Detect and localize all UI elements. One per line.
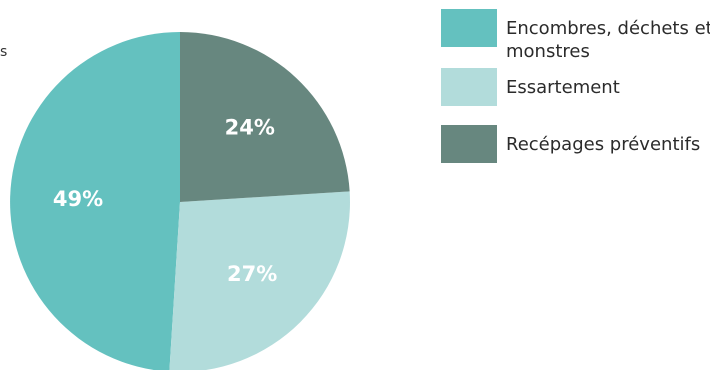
- slice-recepages: [180, 32, 350, 202]
- slice-encombres: [10, 32, 180, 370]
- legend-swatch-recepages: [441, 125, 497, 163]
- legend-label-encombres: Encombres, déchets et monstres: [506, 18, 710, 62]
- slice-label-essartement: 27%: [227, 262, 277, 286]
- slice-essartement: [169, 191, 350, 370]
- slice-label-encombres: 49%: [53, 187, 103, 211]
- slice-label-recepages: 24%: [225, 116, 275, 140]
- legend-swatch-encombres: [441, 9, 497, 47]
- legend-swatch-essartement: [441, 68, 497, 106]
- legend-label-essartement: Essartement: [506, 77, 620, 98]
- clipped-text-fragment: s: [0, 44, 8, 60]
- legend-label-recepages: Recépages préventifs: [506, 134, 701, 155]
- pie-chart: 49% 27% 24%: [10, 32, 350, 370]
